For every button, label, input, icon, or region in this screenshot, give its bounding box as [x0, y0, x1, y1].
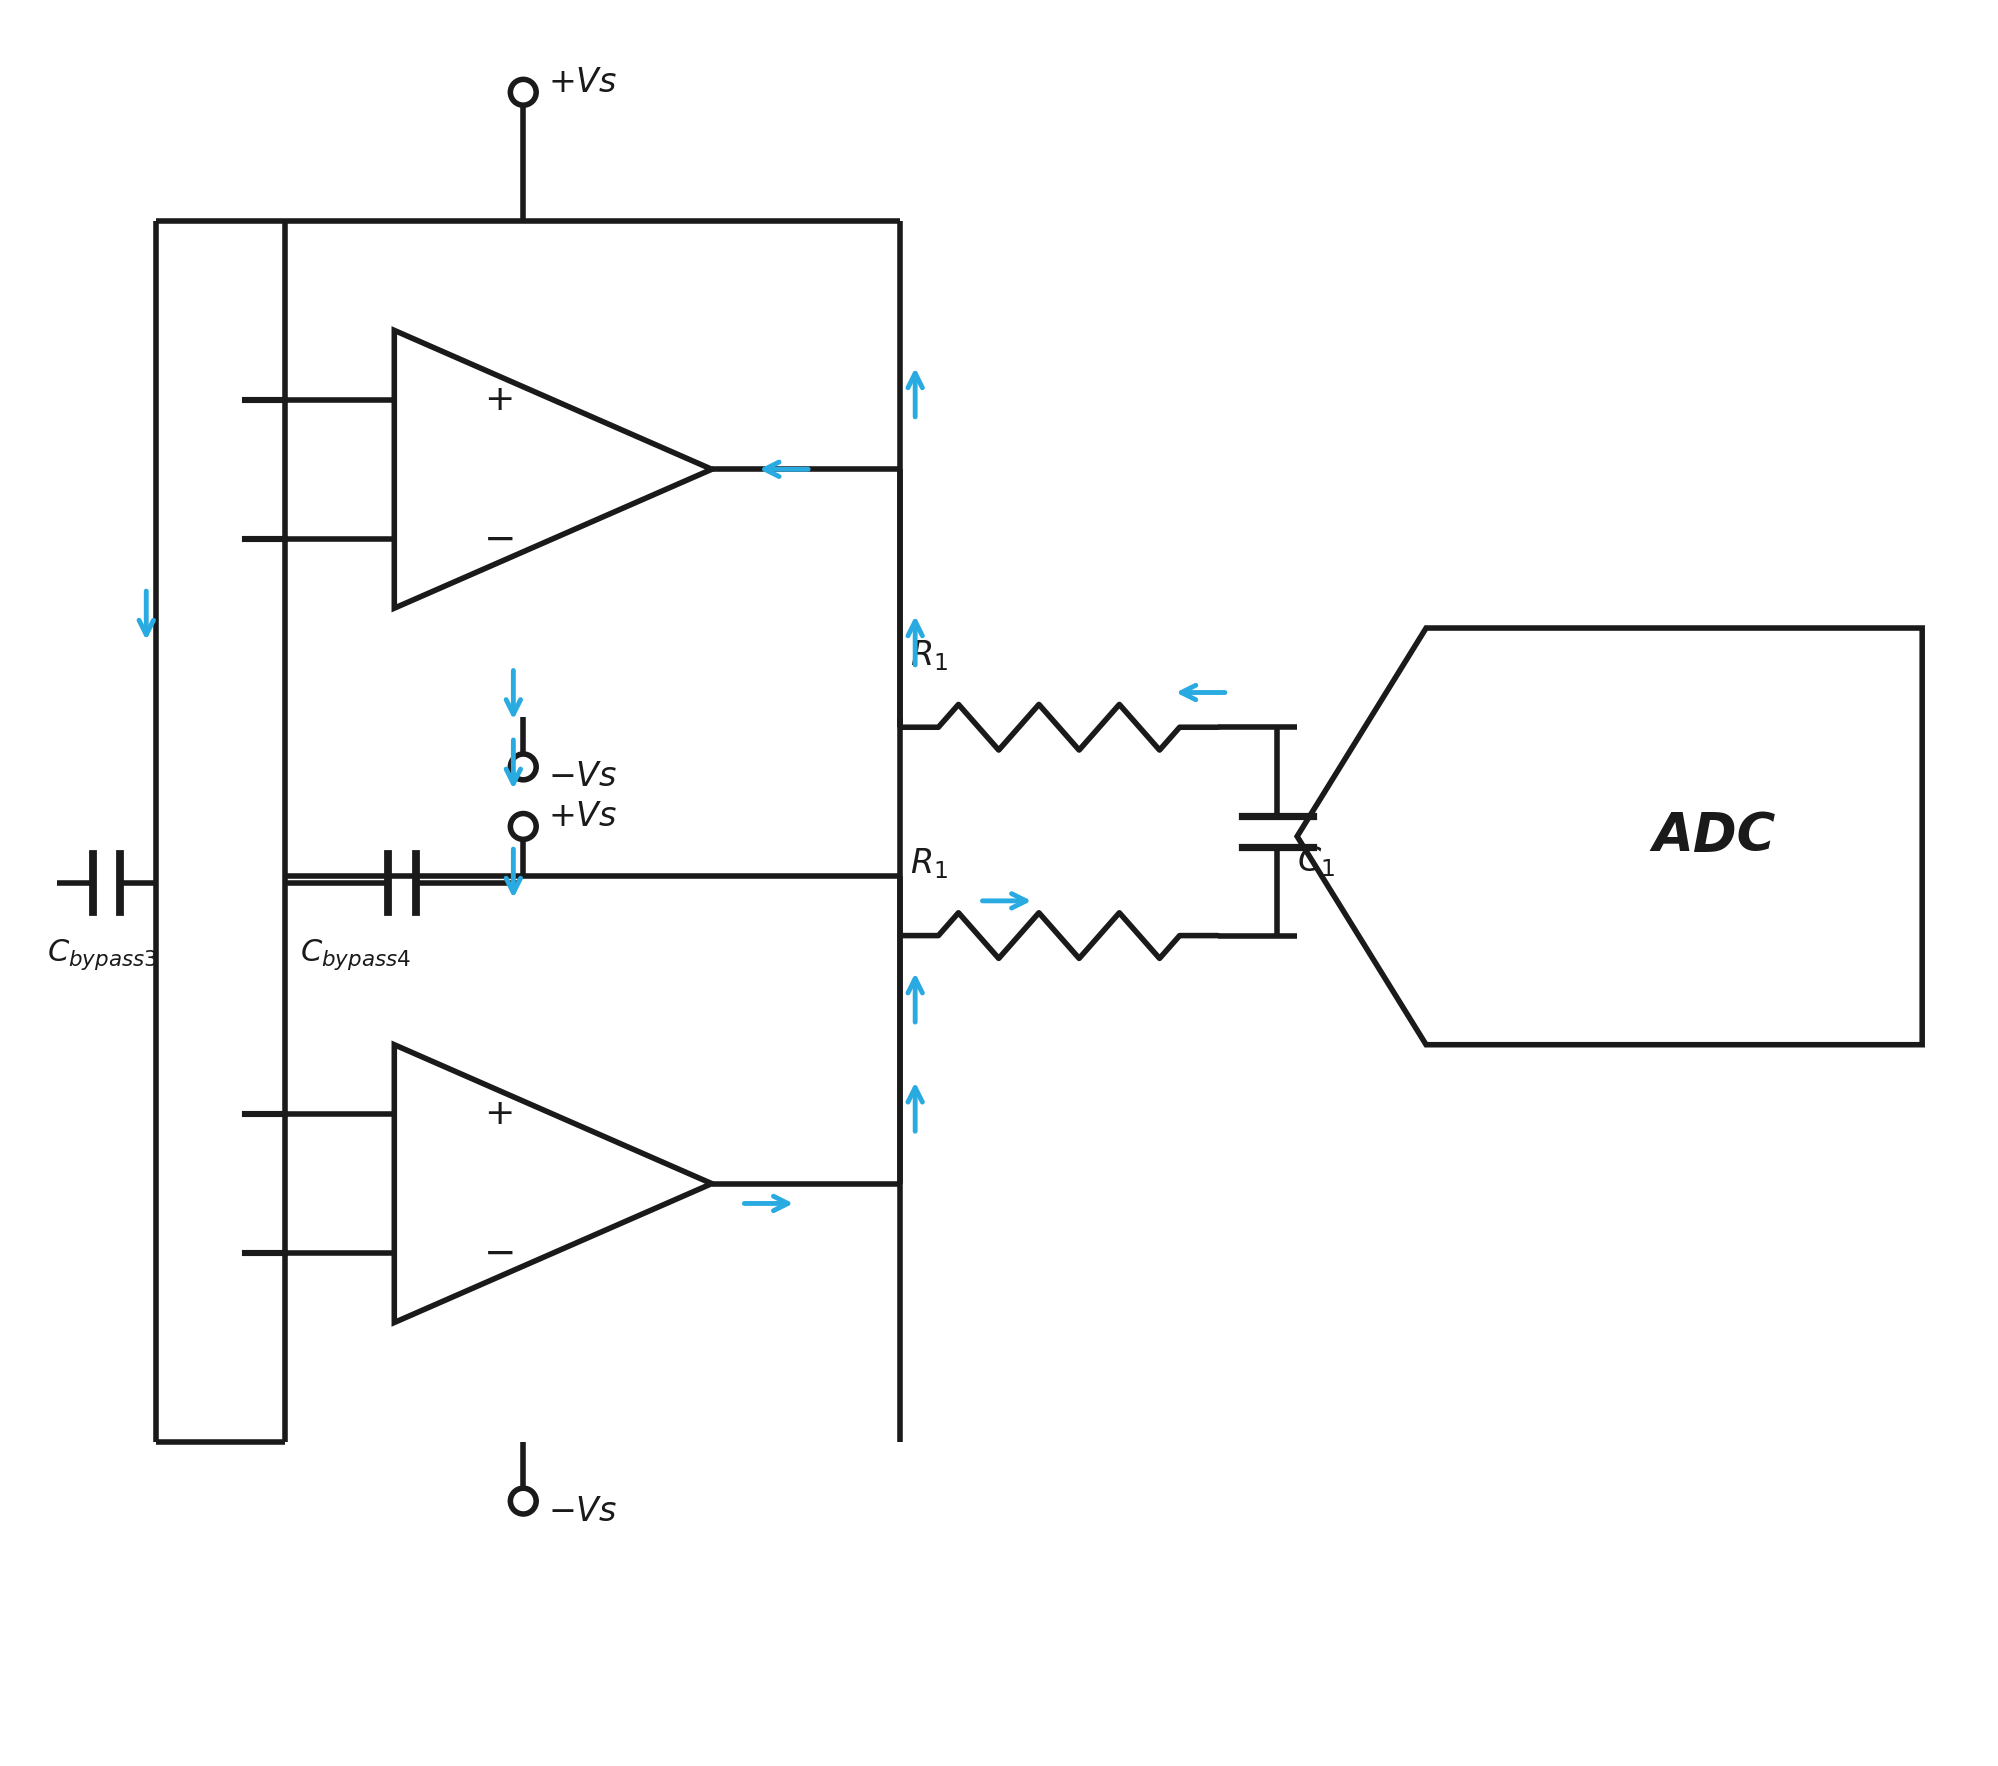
Text: $-$: $-$ [484, 519, 513, 558]
Text: $C_{bypass3}$: $C_{bypass3}$ [48, 938, 158, 973]
Text: $+$: $+$ [484, 383, 511, 417]
Text: $C_{bypass4}$: $C_{bypass4}$ [300, 938, 412, 973]
Text: $+Vs$: $+Vs$ [547, 800, 617, 834]
Text: ADC: ADC [1650, 811, 1774, 862]
Text: $+Vs$: $+Vs$ [547, 65, 617, 99]
Text: $-Vs$: $-Vs$ [547, 1494, 617, 1528]
Text: $-Vs$: $-Vs$ [547, 761, 617, 793]
Text: $+$: $+$ [484, 1097, 511, 1132]
Text: $R_1$: $R_1$ [909, 638, 947, 673]
Text: $C_1$: $C_1$ [1297, 844, 1335, 878]
Text: $R_1$: $R_1$ [909, 846, 947, 881]
Text: $-$: $-$ [484, 1234, 513, 1272]
